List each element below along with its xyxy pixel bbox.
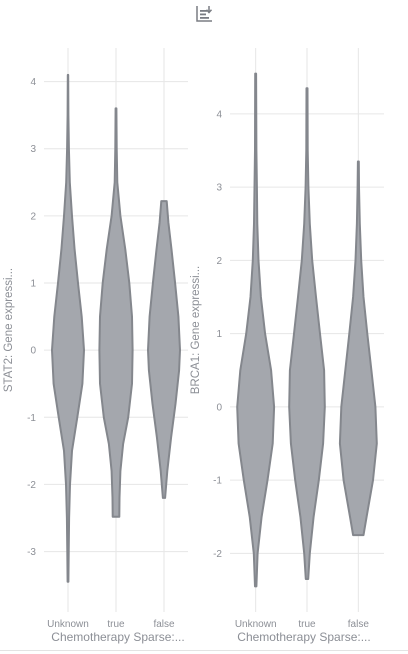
violin-true[interactable] (288, 87, 326, 580)
y-tick-label: 2 (216, 256, 222, 267)
y-tick-label: -3 (27, 547, 36, 558)
violin-false[interactable] (338, 160, 378, 537)
x-tick-label: Unknown (235, 619, 277, 630)
y-tick-label: 4 (30, 77, 36, 88)
y-tick-label: 0 (216, 402, 222, 413)
x-axis-label: Chemotherapy Sparse:... (51, 630, 184, 644)
y-tick-label: 3 (216, 183, 222, 194)
y-tick-label: 0 (30, 346, 36, 357)
violin-unknown[interactable] (51, 73, 85, 583)
y-axis-label: STAT2: Gene expressi... (3, 268, 15, 392)
x-tick-label: true (298, 619, 316, 630)
y-tick-label: 1 (30, 279, 36, 290)
x-tick-label: false (153, 619, 175, 630)
x-tick-label: false (348, 619, 370, 630)
x-tick-label: true (107, 619, 125, 630)
chart-panel-1: -3 -2 -1 0 1 2 3 4 Unknown true false STAT2: Gene e… (3, 48, 188, 644)
y-tick-label: -2 (213, 549, 222, 560)
y-tick-label: -2 (27, 480, 36, 491)
x-tick-label: Unknown (47, 619, 89, 630)
y-axis-label: BRCA1: Gene expressi... (190, 266, 202, 394)
violin-unknown[interactable] (236, 72, 276, 588)
violin-true[interactable] (98, 107, 134, 518)
violin-false[interactable] (147, 200, 181, 499)
x-axis-label: Chemotherapy Sparse:... (237, 630, 370, 644)
y-tick-label: 2 (30, 211, 36, 222)
chart-panel-2: -2 -1 0 1 2 3 4 Unknown true false BRCA1: Gene exp… (190, 48, 384, 644)
download-chart-icon[interactable] (195, 5, 213, 23)
y-tick-label: 4 (216, 109, 222, 120)
y-tick-label: -1 (213, 476, 222, 487)
y-tick-label: 1 (216, 329, 222, 340)
y-tick-label: 3 (30, 144, 36, 155)
y-tick-label: -1 (27, 413, 36, 424)
bottom-divider (0, 650, 408, 651)
